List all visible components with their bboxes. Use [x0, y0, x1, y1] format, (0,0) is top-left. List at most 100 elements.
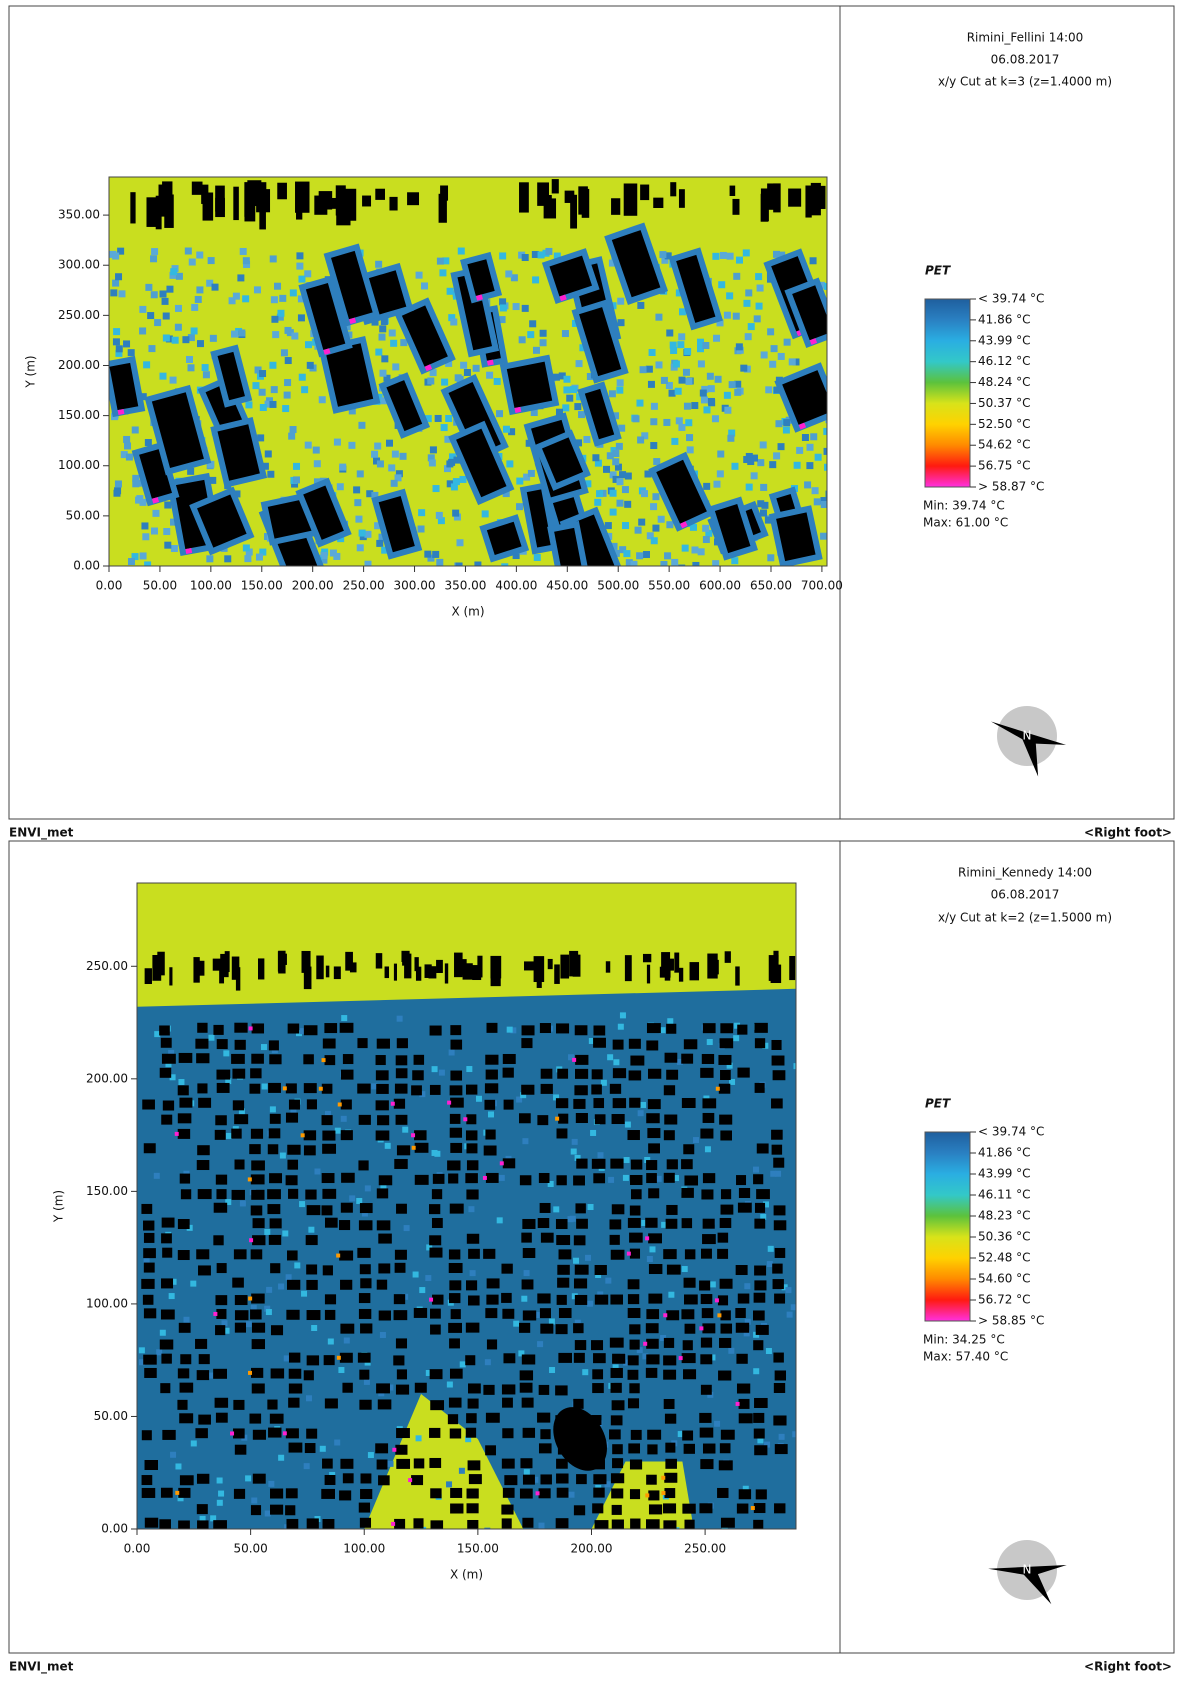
- map-cell: [585, 1255, 591, 1261]
- building: [630, 186, 636, 211]
- map-cell: [163, 334, 170, 341]
- map-cell: [686, 434, 693, 441]
- chart-date: 06.08.2017: [991, 888, 1060, 902]
- building: [771, 1130, 783, 1140]
- legend-label: 50.37 °C: [978, 396, 1031, 410]
- building: [646, 1160, 657, 1170]
- map-cell: [778, 353, 785, 360]
- building: [593, 1025, 605, 1035]
- building: [345, 952, 353, 971]
- building: [773, 951, 778, 962]
- hot-spot: [391, 1102, 395, 1106]
- building: [628, 1355, 639, 1365]
- map-cell: [505, 270, 512, 277]
- map-cell: [421, 282, 428, 289]
- building: [270, 1414, 284, 1424]
- map-cell: [590, 1130, 596, 1136]
- map-cell: [734, 389, 741, 396]
- map-cell: [460, 1361, 466, 1367]
- building: [305, 1190, 316, 1200]
- building: [450, 1204, 464, 1214]
- building: [432, 1295, 443, 1305]
- map-cell: [145, 439, 152, 446]
- building: [756, 1189, 770, 1199]
- building: [451, 1309, 461, 1319]
- map-cell: [499, 252, 506, 259]
- building: [666, 1205, 677, 1215]
- map-cell: [112, 280, 119, 287]
- map-cell: [455, 374, 462, 381]
- map-cell: [685, 419, 692, 426]
- building: [253, 1430, 266, 1440]
- map-cell: [183, 1317, 189, 1323]
- building: [445, 963, 448, 983]
- hot-spot: [447, 1101, 451, 1105]
- map-cell: [164, 502, 171, 509]
- building: [754, 1023, 767, 1033]
- map-cell: [794, 462, 801, 469]
- building: [538, 1218, 550, 1228]
- building: [179, 1413, 193, 1423]
- map-cell: [314, 1169, 320, 1175]
- building: [663, 1370, 676, 1380]
- building: [325, 1310, 335, 1320]
- building: [574, 1085, 587, 1095]
- building: [574, 1353, 585, 1363]
- building: [269, 1173, 282, 1183]
- building: [646, 1519, 660, 1529]
- x-axis-label: X (m): [450, 1568, 483, 1582]
- map-cell: [610, 509, 617, 516]
- building: [198, 1415, 211, 1425]
- map-cell: [143, 361, 150, 368]
- map-cell: [348, 442, 355, 449]
- map-cell: [334, 439, 341, 446]
- hot-spot: [487, 360, 494, 366]
- map-cell: [488, 1111, 494, 1117]
- building: [450, 1114, 461, 1124]
- y-axis-label: Y (m): [52, 1190, 66, 1223]
- building: [197, 1504, 208, 1514]
- building: [196, 1053, 209, 1063]
- building: [378, 1475, 390, 1485]
- building: [198, 1265, 211, 1275]
- building: [521, 1233, 531, 1243]
- map-cell: [785, 1287, 791, 1293]
- building: [142, 1475, 153, 1485]
- building: [141, 1279, 154, 1289]
- map-cell: [625, 473, 632, 480]
- building: [375, 1443, 388, 1453]
- building: [161, 1488, 173, 1498]
- map-cell: [824, 464, 831, 471]
- building: [253, 1474, 266, 1484]
- building: [720, 1130, 732, 1140]
- map-cell: [141, 522, 148, 529]
- building: [537, 1413, 550, 1423]
- building: [252, 1383, 265, 1393]
- building: [448, 1414, 458, 1424]
- hot-spot: [248, 1297, 252, 1301]
- building: [450, 1504, 463, 1514]
- map: [137, 883, 799, 1534]
- building: [593, 1353, 606, 1363]
- map-cell: [616, 443, 623, 450]
- building: [307, 1518, 319, 1528]
- building: [720, 1443, 731, 1453]
- map-cell: [592, 454, 599, 461]
- building: [414, 1055, 425, 1065]
- building: [556, 1098, 568, 1108]
- building: [450, 1128, 462, 1138]
- map-cell: [692, 562, 699, 569]
- map-cell: [337, 483, 344, 490]
- map-cell: [596, 490, 603, 497]
- building: [415, 1383, 427, 1393]
- building: [630, 1249, 640, 1259]
- map-cell: [534, 554, 541, 561]
- building: [703, 1219, 715, 1229]
- building: [573, 1323, 583, 1333]
- building: [725, 951, 731, 963]
- building: [271, 1325, 283, 1335]
- map-cell: [284, 379, 291, 386]
- map-cell: [616, 478, 623, 485]
- building: [394, 964, 397, 981]
- map-cell: [663, 419, 670, 426]
